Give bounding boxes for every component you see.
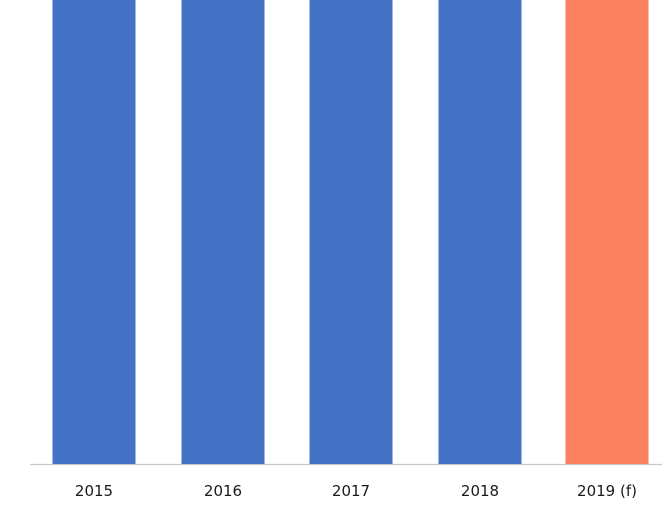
bar xyxy=(565,0,649,464)
bar xyxy=(52,0,136,464)
x-tick-label: 2016 xyxy=(204,482,242,500)
x-tick-label: 2018 xyxy=(461,482,499,500)
x-tick-label: 2015 xyxy=(75,482,113,500)
bar xyxy=(181,0,265,464)
bar xyxy=(438,0,522,464)
bar xyxy=(309,0,393,464)
x-tick-label: 2019 (f) xyxy=(577,482,637,500)
x-tick-label: 2017 xyxy=(332,482,370,500)
